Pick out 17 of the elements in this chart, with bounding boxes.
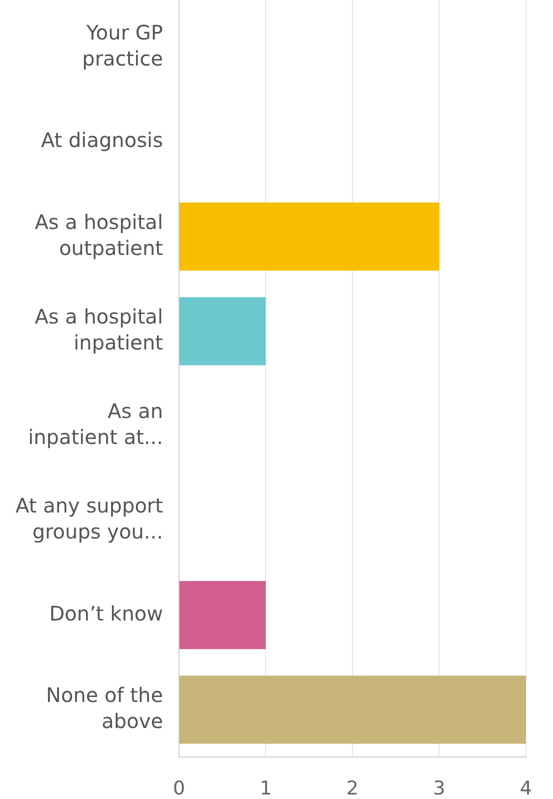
x-tick-label: 0: [172, 777, 186, 799]
y-tick-label: Don’t know: [49, 601, 163, 626]
y-tick-label: At any support groups you...: [16, 494, 164, 544]
bar: [180, 676, 526, 744]
x-tick-label: 1: [260, 777, 272, 799]
x-tick-label: 3: [433, 777, 446, 799]
y-tick-label: As a hospital inpatient: [34, 304, 164, 354]
bar: [180, 202, 440, 271]
bar: [180, 580, 266, 650]
bar: [180, 297, 266, 366]
y-tick-label: Your GP practice: [82, 20, 163, 71]
y-tick-label: As an inpatient at...: [28, 399, 163, 450]
y-tick-label: At diagnosis: [40, 128, 163, 152]
y-tick-label: As a hospital outpatient: [34, 210, 164, 260]
y-tick-label: None of the above: [46, 682, 163, 733]
x-tick-label: 4: [520, 777, 532, 799]
x-tick-label: 2: [346, 777, 359, 799]
